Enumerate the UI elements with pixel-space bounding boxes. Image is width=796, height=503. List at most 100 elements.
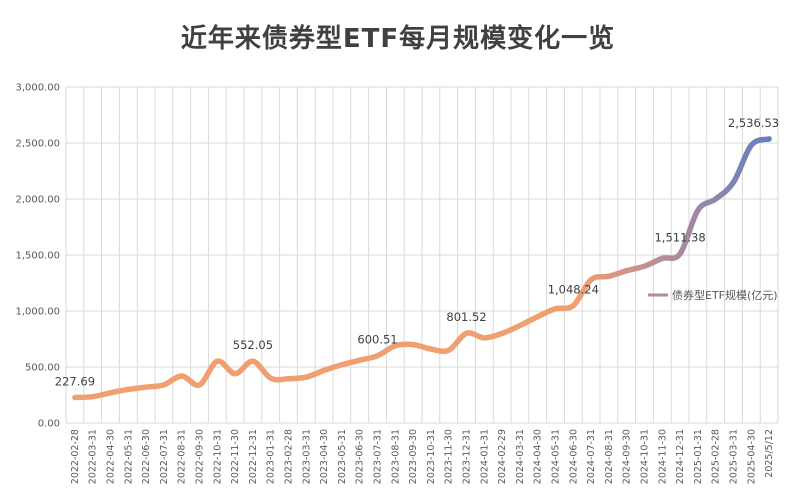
data-point <box>73 395 77 399</box>
data-label: 552.05 <box>233 338 273 352</box>
data-label: 600.51 <box>357 333 397 347</box>
data-point <box>625 269 629 273</box>
x-tick-label: 2024-06-30 <box>568 429 579 484</box>
data-point <box>358 358 362 362</box>
data-point <box>180 374 184 378</box>
data-point <box>571 304 575 308</box>
x-tick-label: 2025-01-31 <box>693 429 704 484</box>
data-point <box>518 324 522 328</box>
data-label: 801.52 <box>446 310 486 324</box>
data-point <box>714 197 718 201</box>
data-point <box>429 347 433 351</box>
x-tick-label: 2022-06-30 <box>141 429 152 484</box>
axes: 0.00 500.00 1,000.00 1,500.00 2,000.00 2,500.… <box>15 83 775 485</box>
x-tick-label: 2023-08-31 <box>390 429 401 484</box>
data-point <box>340 363 344 367</box>
data-point <box>643 264 647 268</box>
data-point <box>304 375 308 379</box>
grid <box>65 86 779 424</box>
x-tick-label: 2022-08-31 <box>177 429 188 484</box>
y-tick-label: 1,000.00 <box>15 307 60 318</box>
data-point <box>482 336 486 340</box>
data-point <box>536 315 540 319</box>
data-point <box>732 180 736 184</box>
data-point <box>500 331 504 335</box>
data-point <box>554 307 558 311</box>
data-point <box>660 256 664 260</box>
x-tick-label: 2024-08-31 <box>604 429 615 484</box>
x-tick-label: 2022-02-28 <box>70 429 81 484</box>
x-tick-label: 2024-02-29 <box>497 429 508 484</box>
x-tick-label: 2024-01-31 <box>479 429 490 484</box>
x-tick-label: 2024-07-31 <box>586 429 597 484</box>
data-point <box>198 383 202 387</box>
y-tick-label: 3,000.00 <box>15 83 60 94</box>
y-tick-label: 1,500.00 <box>15 251 60 262</box>
legend: 债券型ETF规模(亿元) <box>648 288 778 302</box>
x-tick-label: 2022-05-31 <box>123 429 134 484</box>
legend-label: 债券型ETF规模(亿元) <box>672 288 778 302</box>
data-point <box>411 343 415 347</box>
data-point <box>376 354 380 358</box>
data-point <box>749 143 753 147</box>
data-point <box>215 359 219 363</box>
data-point <box>269 376 273 380</box>
y-tick-label: 2,000.00 <box>15 195 60 206</box>
x-tick-label: 2024-04-30 <box>533 429 544 484</box>
data-point <box>162 383 166 387</box>
data-point <box>322 368 326 372</box>
data-label: 1,048.24 <box>548 283 599 297</box>
data-point <box>607 274 611 278</box>
data-point <box>144 385 148 389</box>
x-tick-label: 2025-02-28 <box>711 429 722 484</box>
series <box>72 136 772 401</box>
x-tick-label: 2024-03-31 <box>515 429 526 484</box>
x-tick-label: 2022-12-31 <box>248 429 259 484</box>
chart-title: 近年来债券型ETF每月规模变化一览 <box>180 24 616 54</box>
x-tick-label: 2022-09-30 <box>195 429 206 484</box>
x-tick-label: 2024-09-30 <box>622 429 633 484</box>
data-point <box>251 359 255 363</box>
x-tick-label: 2023-04-30 <box>319 429 330 484</box>
data-point <box>287 377 291 381</box>
x-tick-label: 2023-09-30 <box>408 429 419 484</box>
y-tick-label: 0.00 <box>38 419 60 430</box>
data-point <box>91 395 95 399</box>
data-point <box>767 137 771 141</box>
x-tick-label: 2022-10-31 <box>212 429 223 484</box>
data-point <box>447 348 451 352</box>
x-tick-label: 2023-07-31 <box>373 429 384 484</box>
x-tick-label: 2023-12-31 <box>462 429 473 484</box>
x-tick-label: 2023-10-31 <box>426 429 437 484</box>
x-tick-label: 2023-01-31 <box>266 429 277 484</box>
data-labels: 227.69 552.05 600.51 801.52 1,048.24 1,511.38… <box>55 116 779 389</box>
x-tick-label: 2023-06-30 <box>355 429 366 484</box>
data-point <box>696 208 700 212</box>
x-tick-label: 2022-04-30 <box>106 429 117 484</box>
data-point <box>589 278 593 282</box>
data-point <box>109 391 113 395</box>
x-tick-label: 2024-11-30 <box>657 429 668 484</box>
data-label: 227.69 <box>55 374 95 388</box>
x-tick-label: 2025-04-30 <box>746 429 757 484</box>
x-tick-label: 2022-07-31 <box>159 429 170 484</box>
data-label: 1,511.38 <box>654 231 705 245</box>
data-point <box>465 331 469 335</box>
data-label: 2,536.53 <box>728 116 779 130</box>
y-tick-label: 500.00 <box>25 363 60 374</box>
x-tick-label: 2025/5/12 <box>764 429 775 478</box>
x-tick-label: 2024-05-31 <box>551 429 562 484</box>
y-tick-label: 2,500.00 <box>15 139 60 150</box>
x-tick-label: 2024-10-31 <box>640 429 651 484</box>
data-point <box>126 387 130 391</box>
series-line <box>72 136 772 401</box>
x-tick-label: 2022-03-31 <box>88 429 99 484</box>
x-tick-label: 2022-11-30 <box>230 429 241 484</box>
x-tick-label: 2024-12-31 <box>675 429 686 484</box>
x-tick-label: 2025-03-31 <box>729 429 740 484</box>
x-tick-label: 2023-03-31 <box>301 429 312 484</box>
x-tick-label: 2023-11-30 <box>444 429 455 484</box>
data-point <box>678 252 682 256</box>
